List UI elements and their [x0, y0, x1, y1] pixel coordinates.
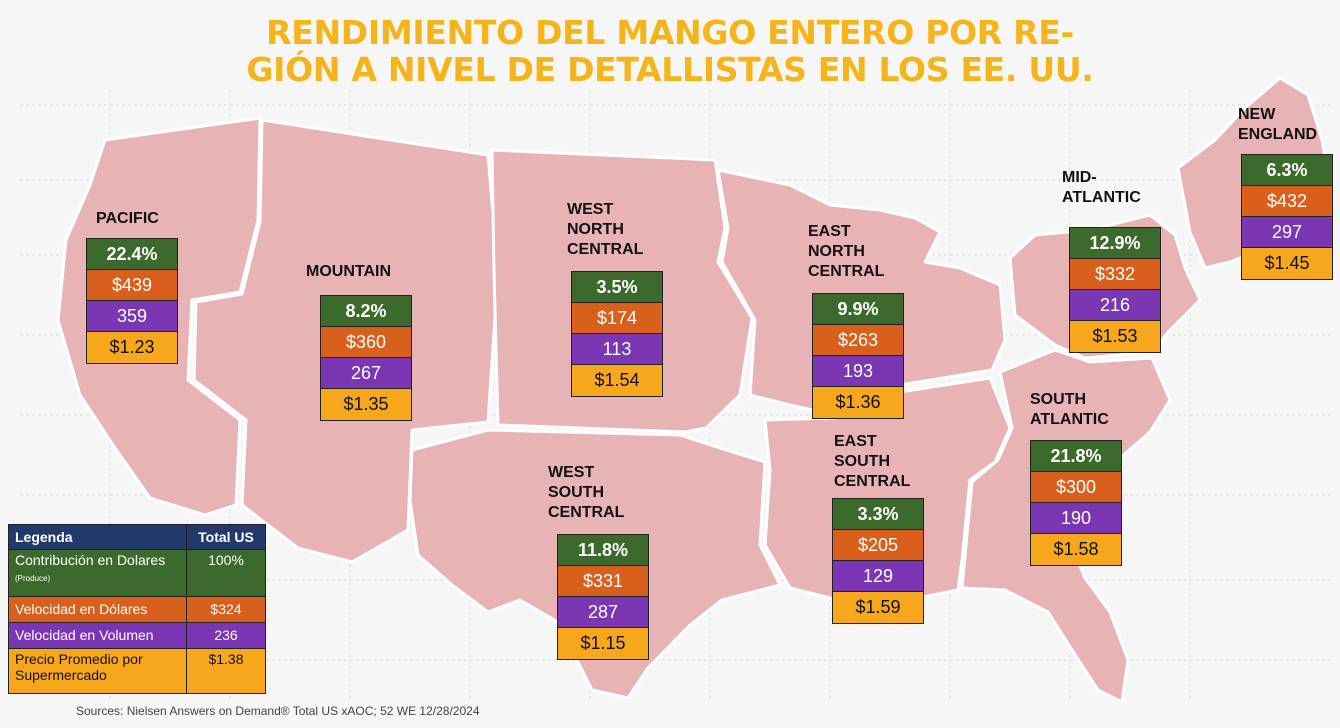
- legend-row-dollar-velocity: Velocidad en Dólares $324: [9, 597, 265, 623]
- region-label-line: NORTH: [567, 221, 624, 238]
- region-label-enc: EAST NORTH CENTRAL: [808, 222, 884, 282]
- dollar-velocity-value: $332: [1070, 259, 1160, 290]
- region-shape-enc: [716, 168, 1007, 417]
- region-label-line: CENTRAL: [548, 504, 625, 521]
- region-label-south-atlantic: SOUTH ATLANTIC: [1030, 390, 1109, 430]
- share-value: 6.3%: [1242, 155, 1332, 186]
- legend-header-label: Legenda: [9, 525, 187, 549]
- region-label-pacific: PACIFIC: [96, 210, 159, 227]
- share-value: 11.8%: [558, 535, 648, 566]
- region-label-line: NEW: [1238, 106, 1276, 123]
- region-label-line: EAST: [834, 433, 877, 450]
- avg-price-value: $1.53: [1070, 321, 1160, 352]
- region-label-line: ATLANTIC: [1030, 411, 1109, 428]
- stat-box-wsc: 11.8% $331 287 $1.15: [557, 534, 649, 660]
- dollar-velocity-value: $300: [1031, 472, 1121, 503]
- legend-value: 100%: [208, 552, 244, 568]
- avg-price-value: $1.54: [572, 365, 662, 396]
- region-shape-esc: [763, 376, 1012, 614]
- region-label-line: ATLANTIC: [1062, 189, 1141, 206]
- share-value: 22.4%: [87, 239, 177, 270]
- legend-label-note: (Produce): [15, 574, 51, 583]
- dollar-velocity-value: $360: [321, 327, 411, 358]
- dollar-velocity-value: $432: [1242, 186, 1332, 217]
- legend-row-volume-velocity: Velocidad en Volumen 236: [9, 623, 265, 649]
- legend-row-share: Contribución en Dolares (Produce) 100%: [9, 550, 265, 597]
- region-label-line: ENGLAND: [1238, 126, 1318, 143]
- volume-velocity-value: 193: [813, 356, 903, 387]
- share-value: 3.3%: [833, 499, 923, 530]
- avg-price-value: $1.15: [558, 628, 648, 659]
- legend-label: Velocidad en Volumen: [9, 623, 187, 648]
- region-label-line: WEST: [567, 201, 614, 218]
- region-label-esc: EAST SOUTH CENTRAL: [834, 432, 910, 492]
- volume-velocity-value: 129: [833, 561, 923, 592]
- volume-velocity-value: 359: [87, 301, 177, 332]
- avg-price-value: $1.58: [1031, 534, 1121, 565]
- stat-box-wnc: 3.5% $174 113 $1.54: [571, 271, 663, 397]
- stat-box-esc: 3.3% $205 129 $1.59: [832, 498, 924, 624]
- avg-price-value: $1.36: [813, 387, 903, 418]
- region-label-wnc: WEST NORTH CENTRAL: [567, 200, 643, 260]
- avg-price-value: $1.35: [321, 389, 411, 420]
- region-label-line: CENTRAL: [808, 263, 885, 280]
- avg-price-value: $1.23: [87, 332, 177, 363]
- title-line-2: GIÓN A NIVEL DE DETALLISTAS EN LOS EE. U…: [246, 50, 1094, 89]
- stat-box-mountain: 8.2% $360 267 $1.35: [320, 295, 412, 421]
- legend-label: Velocidad en Dólares: [9, 597, 187, 622]
- legend-value: $1.38: [208, 651, 244, 667]
- legend-header: Legenda Total US: [9, 525, 265, 550]
- legend-value: $324: [210, 601, 242, 617]
- region-label-line: WEST: [548, 464, 595, 481]
- share-value: 9.9%: [813, 294, 903, 325]
- stat-box-pacific: 22.4% $439 359 $1.23: [86, 238, 178, 364]
- volume-velocity-value: 190: [1031, 503, 1121, 534]
- dollar-velocity-value: $205: [833, 530, 923, 561]
- dollar-velocity-value: $439: [87, 270, 177, 301]
- legend-table: Legenda Total US Contribución en Dolares…: [8, 524, 266, 694]
- legend-label: Contribución en Dolares (Produce): [9, 550, 187, 596]
- region-label-line: CENTRAL: [834, 473, 911, 490]
- legend-label: Precio Promedio por Supermercado: [9, 649, 187, 693]
- region-label-new-england: NEW ENGLAND: [1238, 105, 1317, 145]
- legend-header-total: Total US: [198, 529, 254, 545]
- region-label-mountain: MOUNTAIN: [306, 263, 392, 280]
- stat-box-enc: 9.9% $263 193 $1.36: [812, 293, 904, 419]
- avg-price-value: $1.45: [1242, 248, 1332, 279]
- stat-box-mid-atlantic: 12.9% $332 216 $1.53: [1069, 227, 1161, 353]
- region-label-line: SOUTH: [1030, 391, 1086, 408]
- legend-value: 236: [214, 627, 238, 643]
- dollar-velocity-value: $174: [572, 303, 662, 334]
- volume-velocity-value: 267: [321, 358, 411, 389]
- region-label-line: CENTRAL: [567, 241, 644, 258]
- volume-velocity-value: 216: [1070, 290, 1160, 321]
- share-value: 3.5%: [572, 272, 662, 303]
- stat-box-south-atlantic: 21.8% $300 190 $1.58: [1030, 440, 1122, 566]
- source-note: Sources: Nielsen Answers on Demand® Tota…: [76, 704, 480, 718]
- stat-box-new-england: 6.3% $432 297 $1.45: [1241, 154, 1333, 280]
- region-label-line: MID-: [1062, 169, 1097, 186]
- dollar-velocity-value: $263: [813, 325, 903, 356]
- region-label-mid-atlantic: MID- ATLANTIC: [1062, 168, 1141, 208]
- region-label-line: NORTH: [808, 243, 865, 260]
- region-label-wsc: WEST SOUTH CENTRAL: [548, 463, 624, 523]
- share-value: 12.9%: [1070, 228, 1160, 259]
- chart-title: RENDIMIENTO DEL MANGO ENTERO POR RE- GIÓ…: [0, 14, 1340, 88]
- legend-label-text: Contribución en Dolares: [15, 552, 166, 568]
- region-label-line: EAST: [808, 223, 851, 240]
- avg-price-value: $1.59: [833, 592, 923, 623]
- volume-velocity-value: 113: [572, 334, 662, 365]
- region-label-line: SOUTH: [834, 453, 890, 470]
- title-line-1: RENDIMIENTO DEL MANGO ENTERO POR RE-: [266, 13, 1074, 52]
- volume-velocity-value: 287: [558, 597, 648, 628]
- share-value: 21.8%: [1031, 441, 1121, 472]
- dollar-velocity-value: $331: [558, 566, 648, 597]
- share-value: 8.2%: [321, 296, 411, 327]
- legend-row-avg-price: Precio Promedio por Supermercado $1.38: [9, 649, 265, 693]
- region-label-line: SOUTH: [548, 484, 604, 501]
- volume-velocity-value: 297: [1242, 217, 1332, 248]
